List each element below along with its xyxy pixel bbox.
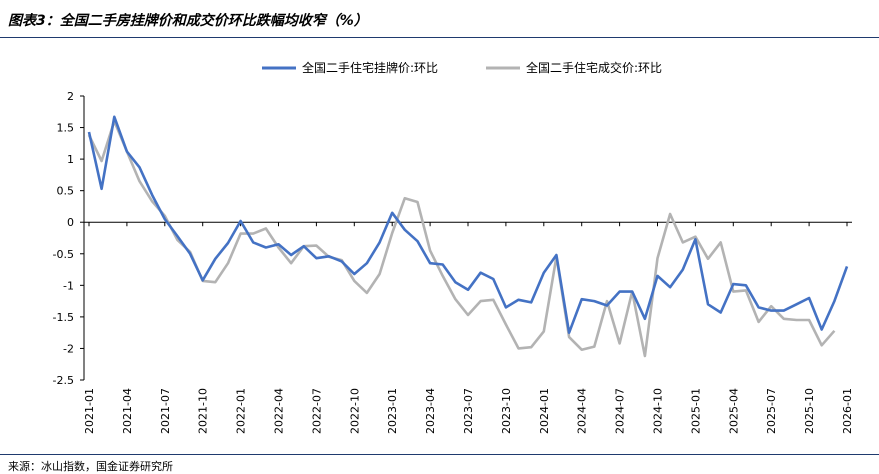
x-tick-label: 2025-01: [689, 388, 702, 434]
y-tick-label: 1: [67, 153, 74, 166]
y-tick-label: -2.5: [53, 374, 74, 387]
x-tick-label: 2026-01: [841, 388, 854, 434]
x-axis: 2021-01 2021-04 2021-07 2021-10 2022-01 2022-…: [83, 221, 854, 434]
x-tick-label: 2025-10: [803, 388, 816, 434]
legend-label-transaction: 全国二手住宅成交价:环比: [526, 60, 662, 75]
x-tick-label: 2022-10: [348, 388, 361, 434]
x-tick-label: 2024-01: [538, 388, 551, 434]
y-axis: 2 1.5 1 0.5 0 -0.5 -1 -1.5 -2 -2.5: [53, 90, 85, 387]
page-title: 图表3：全国二手房挂牌价和成交价环比跌幅均收窄（%）: [8, 13, 368, 29]
x-tick-label: 2023-10: [500, 388, 513, 434]
x-tick-label: 2023-04: [424, 388, 437, 434]
y-tick-label: 0: [67, 216, 74, 229]
x-tick-label: 2024-07: [614, 388, 627, 434]
x-tick-label: 2025-07: [765, 388, 778, 434]
x-tick-label: 2021-10: [197, 388, 210, 434]
legend: 全国二手住宅挂牌价:环比 全国二手住宅成交价:环比: [262, 60, 662, 75]
series-line-transaction-price: [87, 119, 836, 358]
series-lines: [87, 115, 849, 358]
y-tick-label: -2: [63, 342, 74, 355]
x-tick-label: 2024-10: [652, 388, 665, 434]
x-tick-label: 2023-07: [462, 388, 475, 434]
x-tick-label: 2024-04: [576, 388, 589, 434]
y-tick-label: -1: [63, 279, 74, 292]
x-tick-label: 2022-04: [273, 388, 286, 434]
footer-divider: [0, 454, 879, 455]
y-tick-label: 1.5: [57, 122, 75, 135]
x-tick-label: 2021-01: [83, 388, 96, 434]
x-tick-label: 2023-01: [386, 388, 399, 434]
x-tick-label: 2021-04: [121, 388, 134, 434]
series-line-listing-price: [87, 115, 849, 334]
y-tick-label: -1.5: [53, 311, 74, 324]
source-note: 来源：冰山指数，国金证券研究所: [8, 460, 173, 473]
title-divider: [0, 37, 879, 38]
y-tick-label: 0.5: [57, 185, 75, 198]
x-tick-label: 2021-07: [159, 388, 172, 434]
legend-label-listing: 全国二手住宅挂牌价:环比: [302, 60, 438, 75]
y-tick-label: 2: [67, 90, 74, 103]
x-tick-label: 2022-07: [310, 388, 323, 434]
x-tick-label: 2025-04: [727, 388, 740, 434]
y-tick-label: -0.5: [53, 248, 74, 261]
x-tick-label: 2022-01: [235, 388, 248, 434]
